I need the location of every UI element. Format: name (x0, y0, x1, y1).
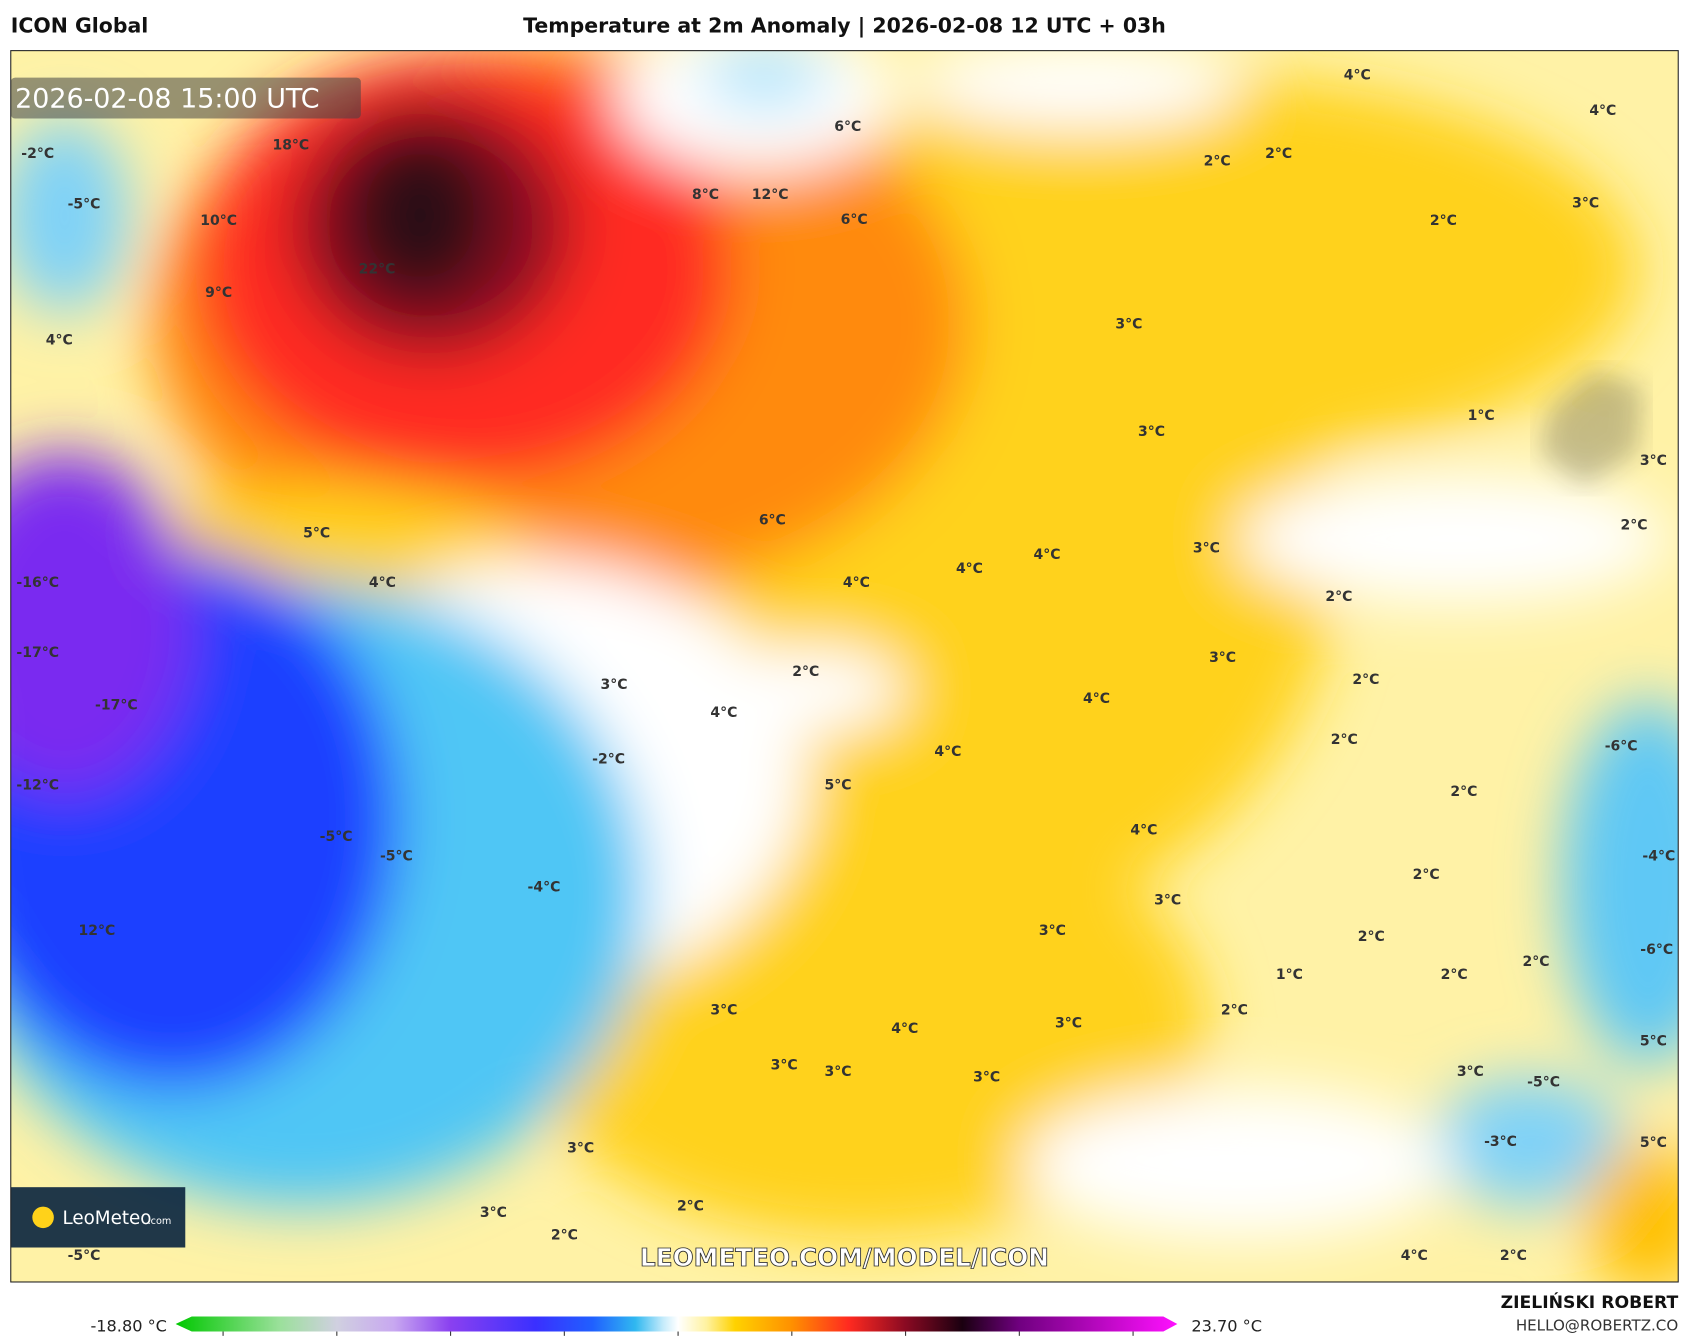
temperature-label: 3°C (973, 1069, 1000, 1085)
map-labels: -2°C -5°C 18°C 10°C 9°C 4°C 22°C 8°C 12°C 6°C 6°C 4… (16, 67, 1675, 1264)
temperature-label: 3°C (1640, 453, 1667, 469)
temperature-label: 4°C (934, 744, 961, 760)
map-title: Temperature at 2m Anomaly | 2026-02-08 1… (523, 13, 1166, 38)
temperature-label: -16°C (16, 575, 59, 591)
temperature-label: 2°C (1352, 672, 1379, 688)
temperature-label: 3°C (1138, 424, 1165, 440)
temperature-label: 5°C (303, 525, 330, 541)
logo-suffix: .com (148, 1216, 172, 1227)
model-name: ICON Global (11, 13, 149, 37)
temperature-label: -5°C (320, 829, 353, 845)
temperature-label: 10°C (200, 213, 237, 229)
temperature-label: 2°C (792, 664, 819, 680)
colorbar: −32−24−16−808162432 (175, 1316, 1178, 1336)
temperature-label: 8°C (692, 187, 719, 203)
colorbar-max: 23.70 °C (1191, 1317, 1262, 1336)
temperature-label: 6°C (834, 119, 861, 135)
temperature-label: 5°C (1640, 1135, 1667, 1151)
temperature-label: 2°C (551, 1228, 578, 1244)
temperature-label: 5°C (825, 777, 852, 793)
temperature-label: 4°C (1344, 67, 1371, 83)
temperature-label: 4°C (843, 575, 870, 591)
temperature-label: 3°C (825, 1064, 852, 1080)
map: LeoMeteo .com 2026-02-08 15:00 UTC LEOME… (10, 50, 1679, 1282)
temperature-label: 3°C (1039, 923, 1066, 939)
temperature-label: 4°C (1034, 547, 1061, 563)
temperature-label: 18°C (272, 137, 309, 153)
temperature-label: 2°C (1450, 784, 1477, 800)
temperature-label: -17°C (16, 645, 59, 661)
temperature-label: 12°C (79, 923, 116, 939)
colorbar-min: -18.80 °C (90, 1317, 167, 1336)
logo: LeoMeteo (62, 1208, 151, 1229)
temperature-label: 3°C (1154, 893, 1181, 909)
temperature-label: 2°C (1221, 1003, 1248, 1019)
temperature-label: -4°C (528, 880, 561, 896)
temperature-label: 1°C (1468, 408, 1495, 424)
temperature-label: 2°C (677, 1199, 704, 1215)
temperature-label: 2°C (1204, 154, 1231, 170)
temperature-label: -6°C (1605, 739, 1638, 755)
temperature-label: 22°C (359, 261, 396, 277)
temperature-label: 2°C (1358, 929, 1385, 945)
temperature-label: 2°C (1413, 867, 1440, 883)
temperature-label: 5°C (1640, 1034, 1667, 1050)
temperature-label: 3°C (567, 1140, 594, 1156)
temperature-label: 4°C (710, 705, 737, 721)
temperature-label: -2°C (21, 146, 54, 162)
temperature-label: 12°C (752, 187, 789, 203)
temperature-label: -3°C (1484, 1134, 1517, 1150)
temperature-label: 4°C (891, 1021, 918, 1037)
temperature-label: -12°C (16, 777, 59, 793)
temperature-label: 2°C (1621, 518, 1648, 534)
temperature-label: -2°C (592, 751, 625, 767)
temperature-label: -4°C (1642, 848, 1675, 864)
temperature-label: 3°C (771, 1057, 798, 1073)
temperature-label: 4°C (46, 332, 73, 348)
temperature-label: 4°C (1401, 1248, 1428, 1264)
temperature-label: -17°C (95, 698, 138, 714)
colorbar-scale (175, 1316, 1178, 1332)
temperature-label: 3°C (1457, 1064, 1484, 1080)
temperature-label: 3°C (710, 1003, 737, 1019)
temperature-label: -5°C (68, 197, 101, 213)
temperature-label: 2°C (1331, 732, 1358, 748)
temperature-label: -6°C (1640, 942, 1673, 958)
temperature-label: 3°C (1055, 1015, 1082, 1031)
temperature-label: 1°C (1276, 967, 1303, 983)
temperature-label: 4°C (1083, 691, 1110, 707)
temperature-label: 3°C (1572, 196, 1599, 212)
temperature-label: 2°C (1430, 213, 1457, 229)
temperature-label: 2°C (1441, 967, 1468, 983)
temperature-label: 3°C (1115, 316, 1142, 332)
temperature-label: 3°C (600, 677, 627, 693)
temperature-label: 6°C (841, 212, 868, 228)
timestamp: 2026-02-08 15:00 UTC (15, 84, 320, 115)
temperature-label: 3°C (480, 1205, 507, 1221)
temperature-label: 2°C (1325, 589, 1352, 605)
temperature-label: 3°C (1193, 540, 1220, 556)
temperature-label: 4°C (369, 575, 396, 591)
author: ZIELIŃSKI ROBERT (1501, 1291, 1679, 1313)
temperature-label: -5°C (68, 1248, 101, 1264)
watermark: LEOMETEO.COM/MODEL/ICON (640, 1243, 1049, 1272)
temperature-label: 4°C (1589, 103, 1616, 119)
temperature-label: 3°C (1209, 650, 1236, 666)
temperature-label: 9°C (205, 285, 232, 301)
map-frame (10, 50, 1679, 1283)
temperature-label: 6°C (759, 512, 786, 528)
temperature-label: 2°C (1265, 146, 1292, 162)
email: HELLO@ROBERTZ.CO (1516, 1316, 1679, 1334)
temperature-label: 4°C (956, 561, 983, 577)
temperature-label: -5°C (1527, 1075, 1560, 1091)
temperature-label: 4°C (1130, 823, 1157, 839)
temperature-label: 2°C (1523, 954, 1550, 970)
temperature-label: -5°C (380, 848, 413, 864)
temperature-label: 2°C (1500, 1248, 1527, 1264)
